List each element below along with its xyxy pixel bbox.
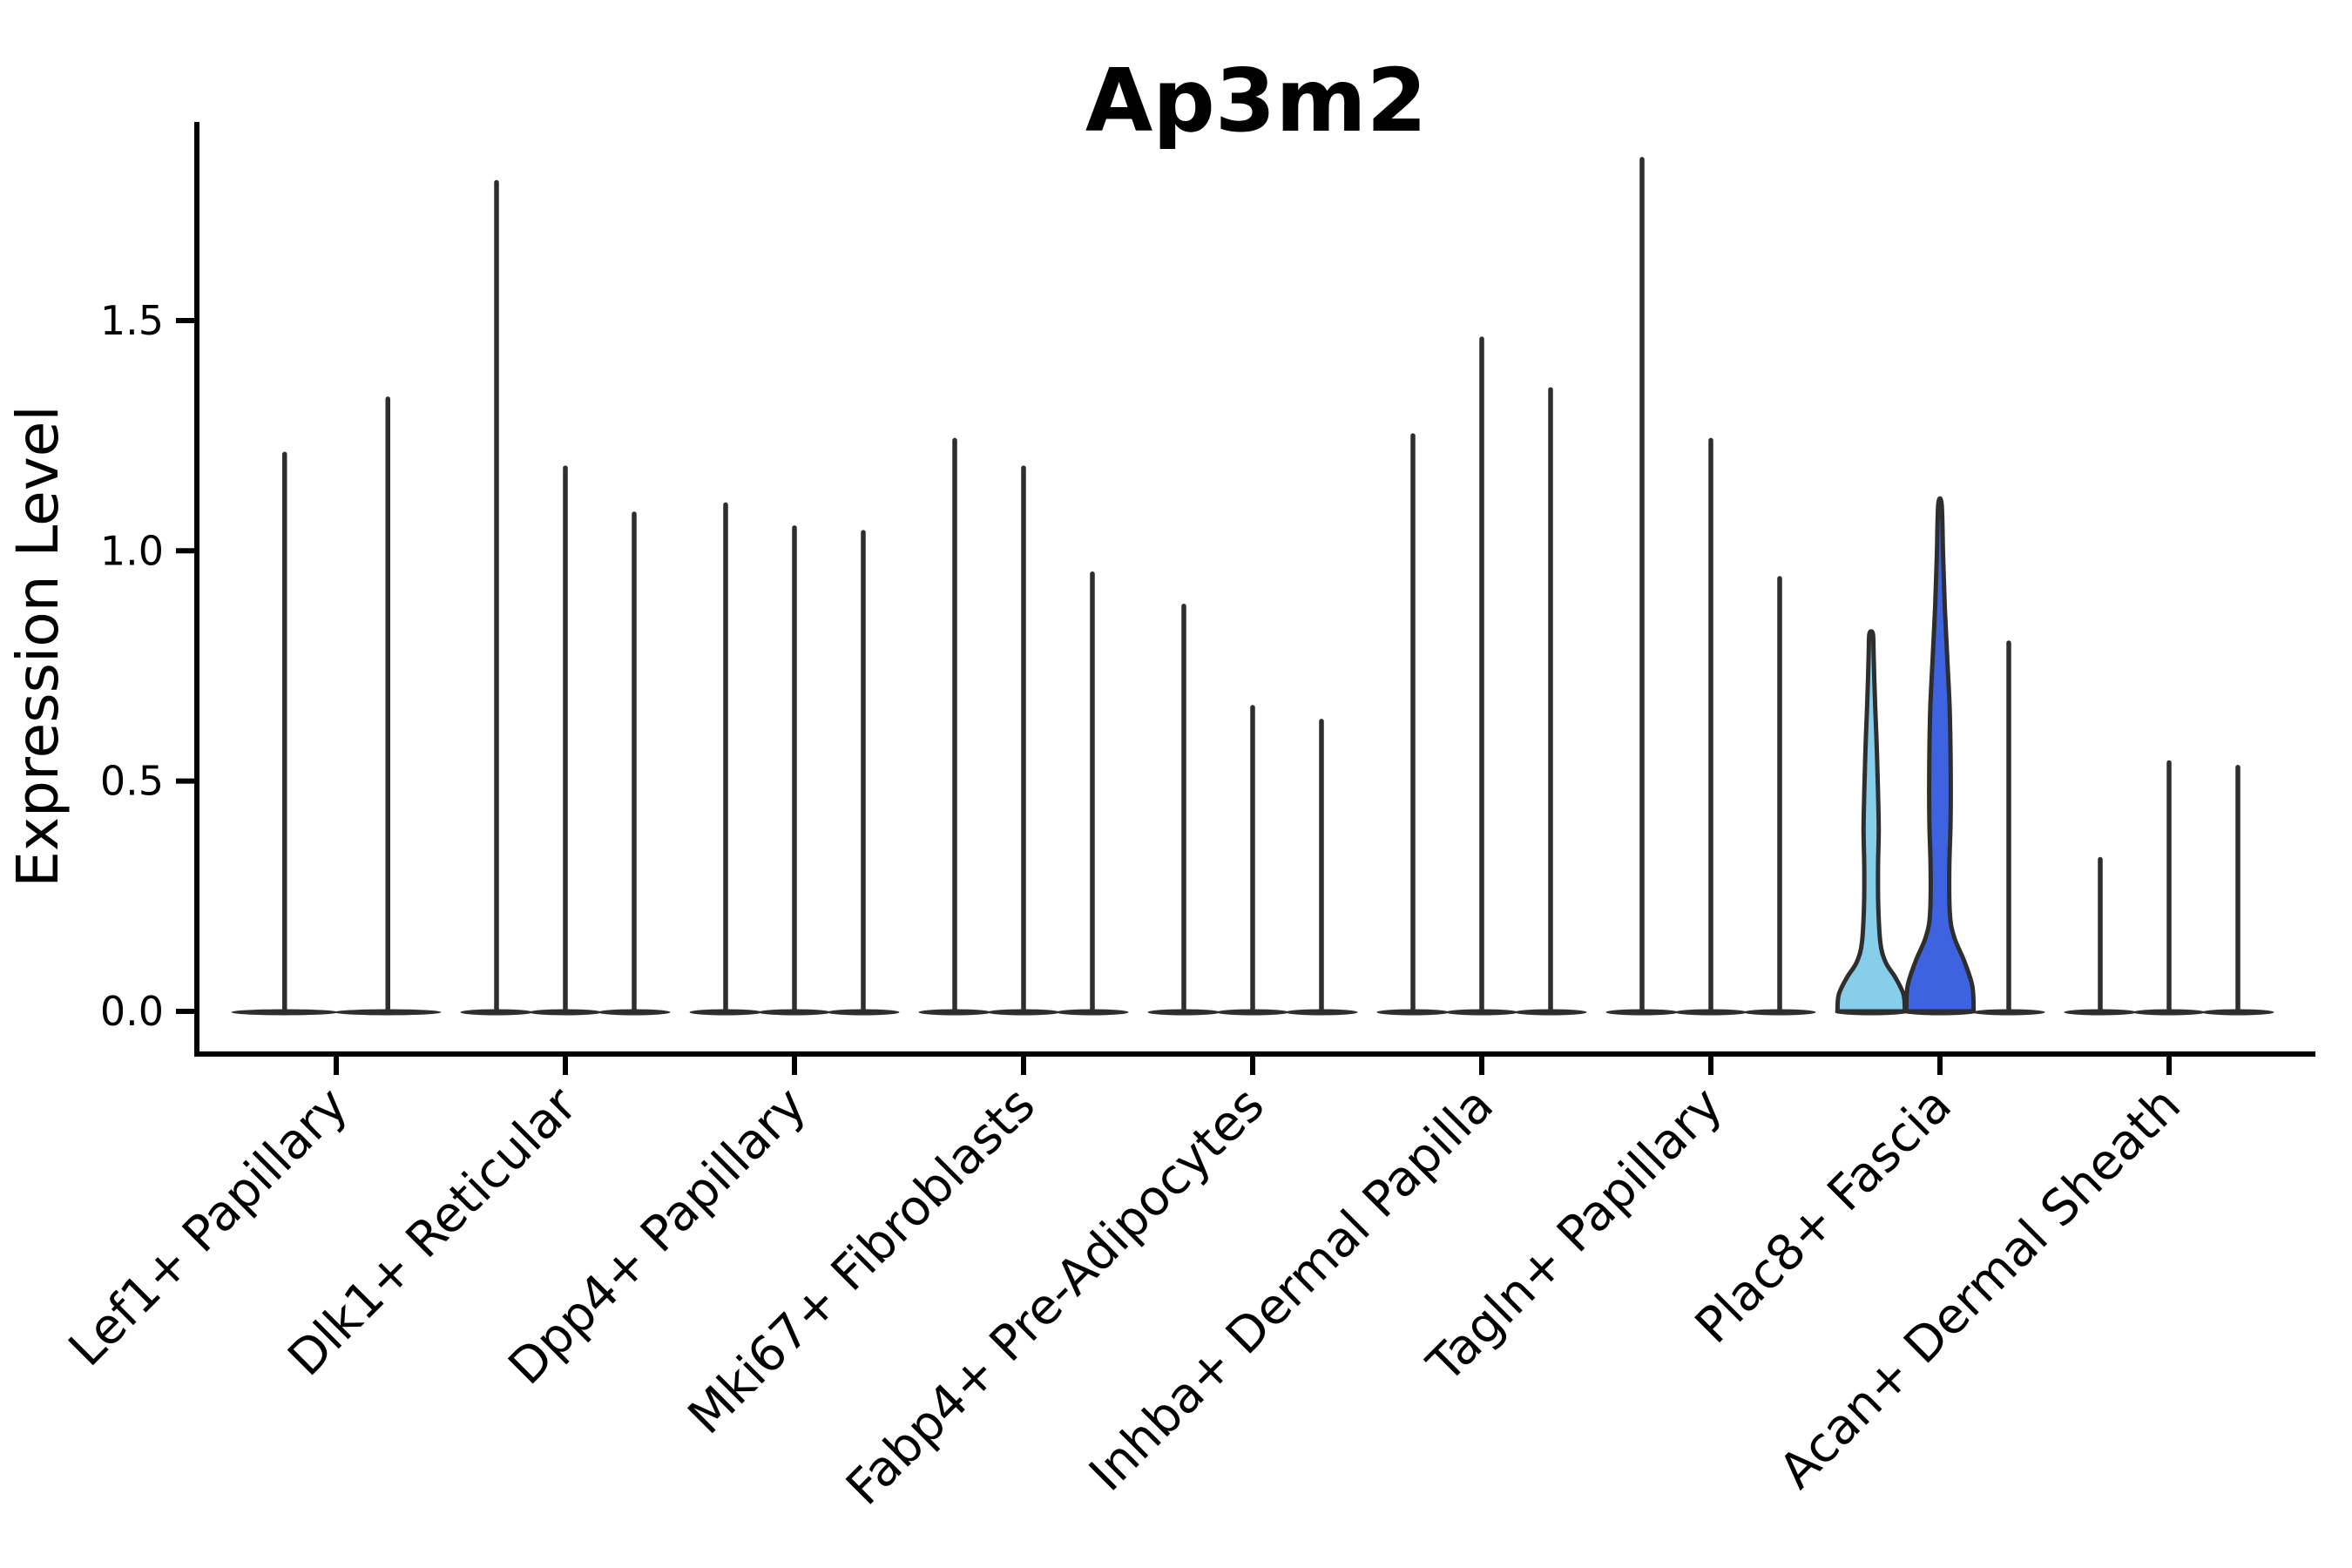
x-tick-label: Fabp4+ Pre-Adipocytes — [835, 1077, 1275, 1517]
y-axis-label: Expression Level — [4, 405, 71, 887]
y-tick-label: 1.5 — [100, 297, 164, 344]
violins-layer — [231, 157, 2274, 1016]
violin-body-highlighted — [1835, 629, 1908, 1014]
violin-body-highlighted — [1903, 496, 1977, 1014]
y-tick-label: 0.5 — [100, 758, 164, 805]
y-tick-label: 0.0 — [100, 988, 164, 1035]
x-tick-label: Inhba+ Dermal Papilla — [1078, 1077, 1504, 1503]
x-tick-label: Acan+ Dermal Sheath — [1768, 1077, 2192, 1500]
y-tick-label: 1.0 — [100, 527, 164, 574]
plot-title: Ap3m2 — [1085, 50, 1427, 152]
y-ticks-layer: 0.0 0.5 1.0 1.5 — [100, 297, 197, 1035]
